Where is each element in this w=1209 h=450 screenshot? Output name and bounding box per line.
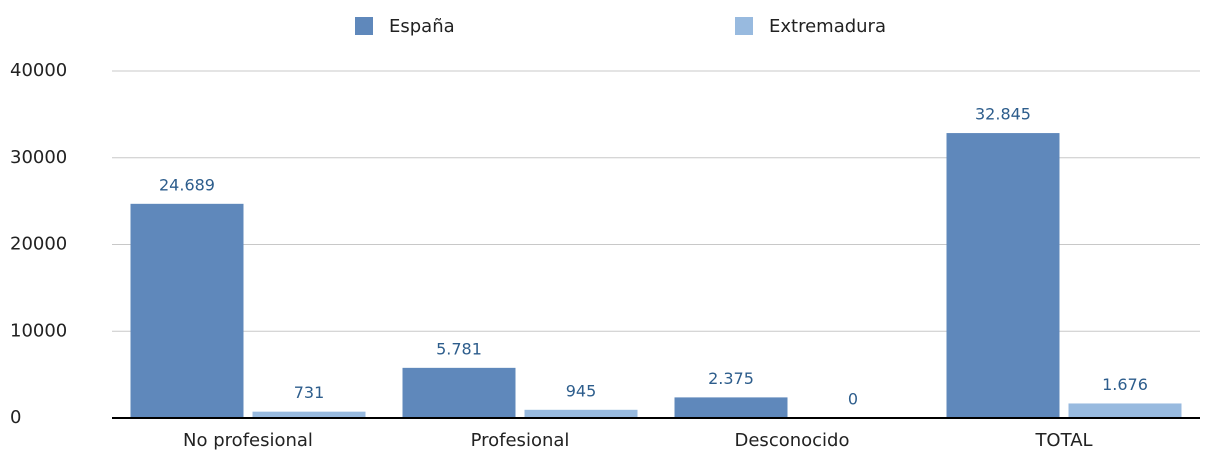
y-tick-label: 10000 <box>10 320 67 341</box>
bar <box>524 409 638 418</box>
y-tick-label: 40000 <box>10 60 67 81</box>
value-label: 2.375 <box>708 369 754 388</box>
bar <box>946 133 1060 418</box>
bar <box>402 367 516 418</box>
legend-swatch <box>355 17 373 35</box>
x-tick-label: Profesional <box>471 430 570 450</box>
bar <box>252 411 366 418</box>
bar <box>1068 403 1182 418</box>
legend-label: Extremadura <box>769 16 886 37</box>
bar <box>674 397 788 418</box>
value-label: 945 <box>566 381 597 400</box>
x-tick-label: TOTAL <box>1034 430 1092 450</box>
y-tick-label: 0 <box>10 407 21 428</box>
value-label: 32.845 <box>975 105 1031 124</box>
value-label: 24.689 <box>159 175 215 194</box>
value-label: 731 <box>294 383 325 402</box>
value-label: 0 <box>848 390 858 409</box>
x-tick-label: Desconocido <box>735 430 850 450</box>
y-tick-label: 20000 <box>10 234 67 255</box>
legend-swatch <box>735 17 753 35</box>
x-tick-label: No profesional <box>183 430 313 450</box>
value-label: 1.676 <box>1102 375 1148 394</box>
bar <box>130 203 244 418</box>
value-label: 5.781 <box>436 339 482 358</box>
y-tick-label: 30000 <box>10 147 67 168</box>
legend-label: España <box>389 16 455 37</box>
